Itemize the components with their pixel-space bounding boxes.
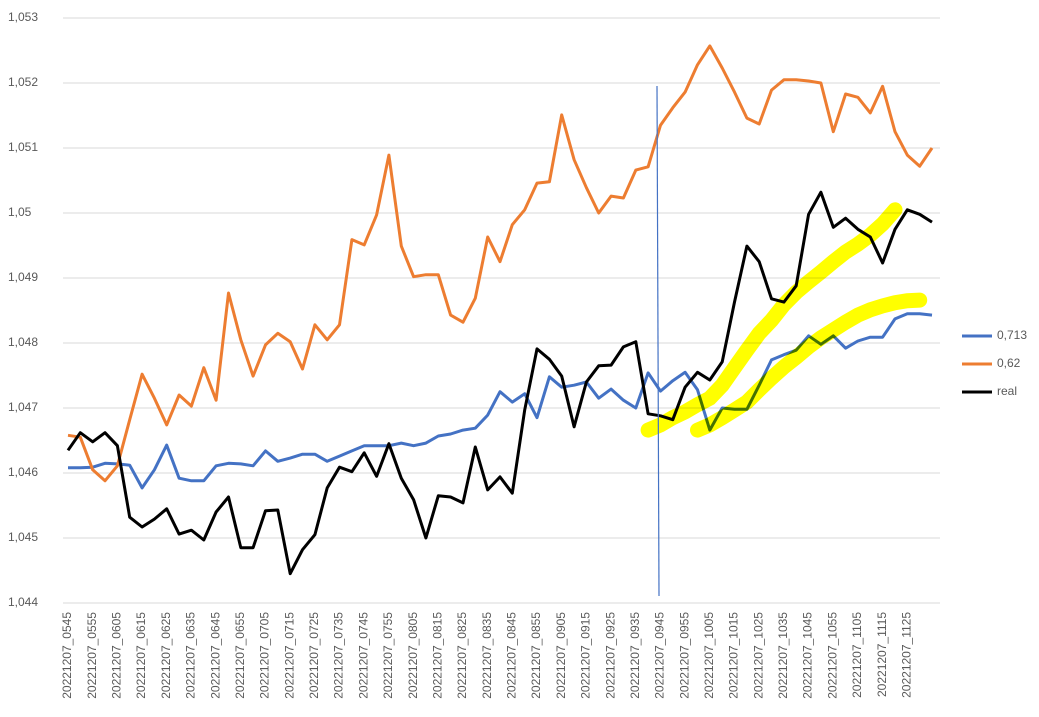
x-tick-label: 20221207_0835 [480, 612, 494, 699]
x-tick-label: 20221207_0955 [677, 612, 691, 699]
x-tick-label: 20221207_0735 [332, 612, 346, 699]
x-tick-label: 20221207_0745 [356, 612, 370, 699]
x-tick-label: 20221207_0905 [554, 612, 568, 699]
y-tick-label: 1,048 [8, 335, 38, 349]
legend-label: real [997, 384, 1017, 398]
legend-label: 0,713 [997, 328, 1027, 342]
series-line [67, 44, 934, 483]
x-tick-label: 20221207_0725 [307, 612, 321, 699]
x-tick-label: 20221207_1005 [702, 612, 716, 699]
grid [63, 17, 940, 604]
x-tick-label: 20221207_0715 [282, 612, 296, 699]
y-tick-label: 1,05 [8, 205, 32, 219]
y-tick-label: 1,045 [8, 530, 38, 544]
x-tick-label: 20221207_0545 [60, 612, 74, 699]
y-tick-label: 1,052 [8, 75, 38, 89]
marker-line [656, 85, 660, 597]
legend-label: 0,62 [997, 356, 1021, 370]
x-tick-label: 20221207_1045 [801, 612, 815, 699]
y-tick-label: 1,046 [8, 465, 38, 479]
y-tick-label: 1,044 [8, 595, 38, 609]
x-tick-label: 20221207_0915 [579, 612, 593, 699]
x-tick-label: 20221207_0845 [505, 612, 519, 699]
x-tick-label: 20221207_0625 [159, 612, 173, 699]
x-tick-label: 20221207_0925 [603, 612, 617, 699]
highlight-band [640, 202, 903, 438]
x-tick-label: 20221207_1035 [776, 612, 790, 699]
x-tick-label: 20221207_1015 [727, 612, 741, 699]
x-tick-label: 20221207_0805 [406, 612, 420, 699]
x-tick-label: 20221207_1105 [850, 612, 864, 698]
x-tick-label: 20221207_1115 [875, 612, 889, 697]
y-tick-label: 1,051 [8, 140, 38, 154]
x-tick-label: 20221207_0945 [653, 612, 667, 699]
x-tick-label: 20221207_0815 [430, 612, 444, 699]
x-tick-label: 20221207_0615 [134, 612, 148, 699]
x-tick-label: 20221207_0635 [184, 612, 198, 699]
x-tick-label: 20221207_0555 [85, 612, 99, 699]
x-tick-label: 20221207_1025 [751, 612, 765, 699]
y-tick-label: 1,053 [8, 10, 38, 24]
x-tick-label: 20221207_0935 [628, 612, 642, 699]
x-tick-label: 20221207_0655 [233, 612, 247, 699]
x-tick-label: 20221207_0705 [258, 612, 272, 699]
highlight-band [690, 292, 928, 438]
x-tick-label: 20221207_1125 [899, 612, 913, 698]
y-tick-label: 1,049 [8, 270, 38, 284]
y-tick-label: 1,047 [8, 400, 38, 414]
x-tick-label: 20221207_0645 [208, 612, 222, 699]
x-tick-label: 20221207_0605 [110, 612, 124, 699]
x-tick-label: 20221207_0825 [455, 612, 469, 699]
x-tick-label: 20221207_1055 [825, 612, 839, 699]
x-tick-label: 20221207_0855 [529, 612, 543, 699]
x-tick-label: 20221207_0755 [381, 612, 395, 699]
series-line [68, 312, 933, 490]
